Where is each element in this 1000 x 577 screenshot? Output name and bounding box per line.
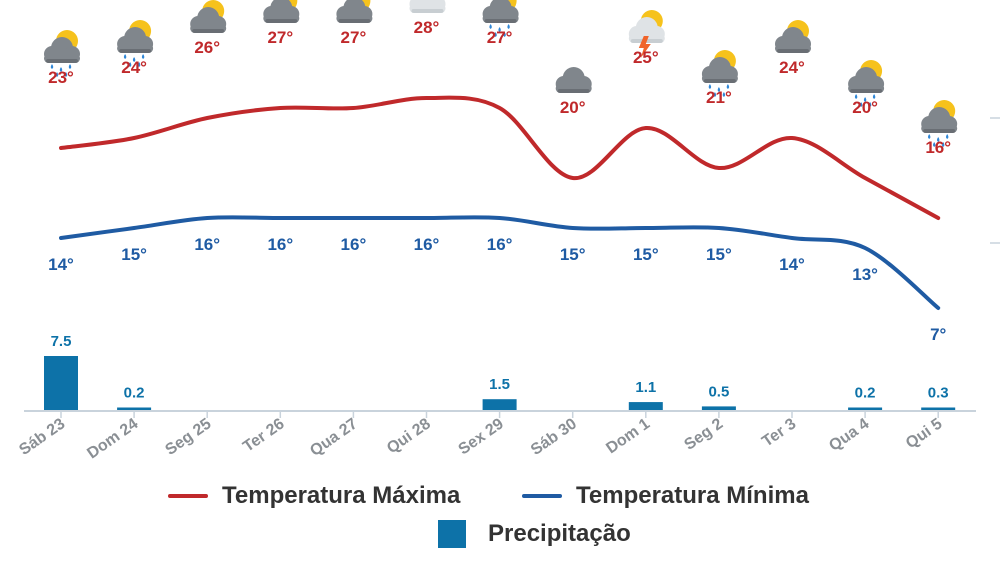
min-temp-label: 16° — [267, 235, 293, 254]
precip-bar — [44, 356, 78, 410]
max-temp-label: 16° — [925, 138, 951, 157]
min-temp-label: 16° — [487, 235, 513, 254]
precip-bar — [117, 407, 152, 410]
cloud-icon — [555, 67, 592, 93]
temperature-lines — [59, 95, 941, 310]
rain-icon — [482, 0, 519, 37]
rain-icon — [921, 100, 958, 147]
rain-icon — [117, 20, 154, 67]
precip-bar — [482, 399, 517, 410]
precip-label: 0.3 — [928, 385, 949, 402]
min-temperature-line — [59, 215, 941, 310]
precip-label: 1.1 — [635, 379, 656, 396]
partly-cloudy-icon — [409, 0, 446, 13]
min-temp-label: 15° — [560, 245, 586, 264]
legend-item-precip: Precipitação — [438, 520, 631, 548]
precip-bar — [921, 407, 956, 410]
precip-bar — [848, 407, 883, 410]
max-temperature-line — [59, 95, 941, 220]
legend: Temperatura Máxima Temperatura Mínima Pr… — [0, 472, 1000, 572]
max-temp-label: 27° — [487, 28, 513, 47]
legend-label-min: Temperatura Mínima — [576, 482, 809, 509]
max-temp-label: 24° — [779, 58, 805, 77]
x-tick-label: Dom 24 — [84, 415, 141, 462]
temperature-labels: 23° 24° 26° 27° 27° 28° 27° 20° 25° 21° 24° 20° 16° 1… — [48, 18, 951, 344]
max-temp-label: 26° — [194, 38, 220, 57]
rain-icon — [44, 30, 80, 77]
min-temp-label: 15° — [633, 245, 659, 264]
x-tick-label: Sáb 23 — [16, 415, 68, 459]
max-temp-label: 20° — [560, 98, 586, 117]
precip-label: 0.5 — [708, 383, 729, 400]
x-tick-label: Seg 2 — [681, 415, 726, 453]
min-temp-label: 15° — [121, 245, 147, 264]
min-temp-label: 13° — [852, 265, 878, 284]
rain-icon — [848, 60, 885, 107]
x-tick-label: Qui 28 — [384, 415, 434, 457]
max-temp-label: 27° — [267, 28, 293, 47]
legend-item-max: Temperatura Máxima — [168, 482, 460, 510]
precip-bar — [628, 402, 663, 410]
min-temp-label: 15° — [706, 245, 732, 264]
precip-label: 0.2 — [124, 385, 145, 402]
x-tick-label: Dom 1 — [603, 415, 653, 457]
precip-label: 1.5 — [489, 376, 510, 393]
x-tick-label: Sex 29 — [456, 415, 507, 458]
legend-swatch-max — [168, 494, 208, 498]
x-tick-label: Qui 5 — [903, 415, 946, 452]
legend-item-min: Temperatura Mínima — [522, 482, 809, 510]
max-temp-label: 28° — [414, 18, 440, 37]
legend-label-max: Temperatura Máxima — [222, 482, 461, 509]
max-temp-label: 25° — [633, 48, 659, 67]
forecast-chart: 23° 24° 26° 27° 27° 28° 27° 20° 25° 21° 24° 20° 16° 1… — [16, 0, 1000, 462]
x-tick-label: Qua 27 — [307, 415, 361, 460]
x-tick-label: Qua 4 — [826, 415, 872, 454]
cloudy-icon — [190, 0, 227, 33]
legend-swatch-precip — [438, 520, 466, 548]
max-temp-label: 21° — [706, 88, 732, 107]
cloudy-icon — [775, 20, 811, 53]
min-temp-label: 14° — [779, 255, 805, 274]
weather-icons — [44, 0, 958, 147]
min-temp-label: 7° — [930, 325, 946, 344]
cloudy-icon — [336, 0, 373, 23]
precip-label: 7.5 — [51, 333, 72, 350]
rain-icon — [701, 50, 738, 97]
max-temp-label: 23° — [48, 68, 74, 87]
storm-icon — [628, 10, 665, 58]
cloudy-icon — [263, 0, 300, 23]
x-tick-label: Ter 26 — [240, 415, 287, 455]
min-temp-label: 16° — [414, 235, 440, 254]
legend-swatch-min — [522, 494, 562, 498]
min-temp-label: 16° — [194, 235, 220, 254]
x-tick-label: Sáb 30 — [528, 415, 580, 459]
max-temp-label: 27° — [341, 28, 367, 47]
legend-label-precip: Precipitação — [488, 520, 631, 547]
min-temp-label: 14° — [48, 255, 74, 274]
max-temp-label: 24° — [121, 58, 147, 77]
precipitation-bars: 7.5 0.2 1.5 1.1 0.5 0.2 0.3 — [44, 333, 956, 410]
max-temp-label: 20° — [852, 98, 878, 117]
precip-bar — [701, 406, 736, 410]
precip-label: 0.2 — [855, 385, 876, 402]
x-tick-label: Ter 3 — [759, 415, 799, 450]
x-tick-label: Seg 25 — [162, 415, 214, 459]
min-temp-label: 16° — [341, 235, 367, 254]
